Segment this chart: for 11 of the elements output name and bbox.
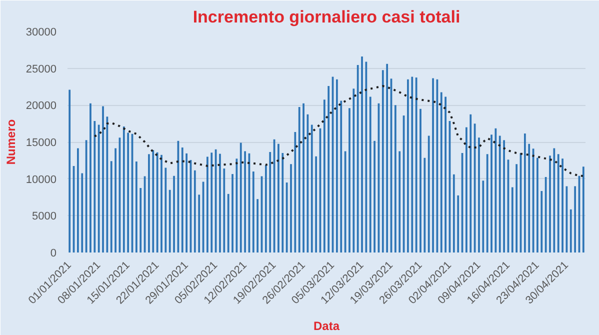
y-tick-label: 30000 [26, 26, 57, 38]
y-tick-label: 5000 [32, 210, 57, 223]
line-series [94, 85, 584, 177]
x-axis-title: Data [313, 318, 340, 333]
y-tick-label: 15000 [26, 137, 57, 149]
y-tick-label: 10000 [26, 174, 57, 186]
y-tick-label: 25000 [26, 63, 57, 76]
chart-title: Incremento giornaliero casi totali [192, 8, 460, 26]
y-tick-label: 20000 [26, 100, 57, 112]
y-tick-label: 0 [50, 248, 57, 260]
y-axis-title: Numero [4, 119, 18, 165]
